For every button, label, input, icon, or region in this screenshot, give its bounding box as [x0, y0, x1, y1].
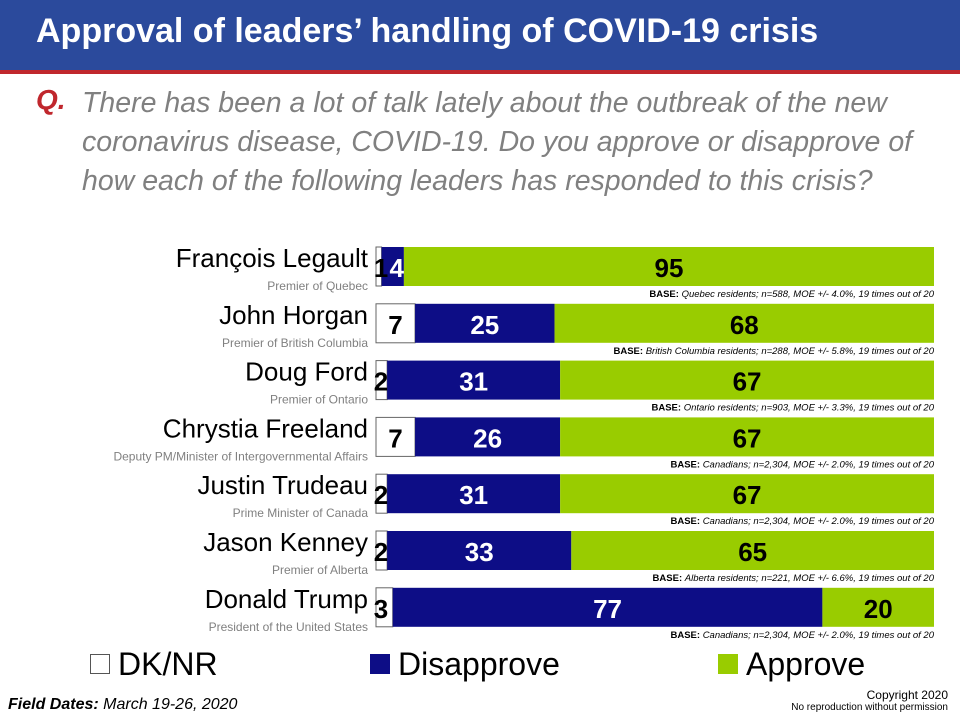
question-marker: Q.: [36, 84, 66, 115]
label-dk: 2: [374, 480, 388, 510]
base-note: BASE: Alberta residents; n=221, MOE +/- …: [653, 573, 935, 584]
field-dates-label: Field Dates:: [8, 696, 99, 713]
field-dates: Field Dates: March 19-26, 2020: [8, 696, 237, 714]
field-dates-value: March 19-26, 2020: [103, 696, 238, 713]
bar-dk: [375, 416, 416, 457]
leader-role: Premier of Alberta: [272, 563, 368, 577]
label-disapprove: 33: [465, 537, 494, 567]
bar-disapprove: [381, 247, 404, 286]
label-dk: 3: [374, 594, 388, 624]
label-disapprove: 77: [593, 594, 622, 624]
bar-approve: [571, 531, 934, 570]
label-approve: 95: [654, 253, 683, 283]
base-note: BASE: Ontario residents; n=903, MOE +/- …: [651, 403, 934, 414]
base-note: BASE: Canadians; n=2,304, MOE +/- 2.0%, …: [670, 459, 934, 470]
copyright-text: Copyright 2020: [866, 688, 948, 702]
page-title: Approval of leaders’ handling of COVID-1…: [36, 12, 819, 50]
label-approve: 65: [738, 537, 767, 567]
label-disapprove: 31: [459, 480, 488, 510]
bar-approve: [560, 474, 934, 514]
bar-dk: [375, 303, 416, 344]
leader-role: Deputy PM/Minister of Intergovernmental …: [113, 449, 368, 463]
label-dk: 7: [388, 423, 402, 453]
bar-approve: [560, 417, 934, 457]
copyright-block: Copyright 2020 No reproduction without p…: [791, 688, 948, 713]
bar-disapprove: [415, 417, 561, 457]
bar-disapprove: [387, 360, 561, 400]
question-text: There has been a lot of talk lately abou…: [82, 87, 913, 197]
leader-name: John Horgan: [219, 300, 368, 330]
label-disapprove: 4: [390, 253, 405, 283]
legend-item-dk: DK/NR: [90, 644, 218, 684]
title-banner: Approval of leaders’ handling of COVID-1…: [0, 0, 960, 74]
label-approve: 20: [864, 594, 893, 624]
leader-name: François Legault: [176, 243, 369, 273]
legend-item-approve: Approve: [718, 644, 865, 684]
label-disapprove: 25: [470, 310, 499, 340]
leader-name: Chrystia Freeland: [163, 413, 368, 443]
bar-disapprove: [387, 531, 572, 570]
label-approve: 67: [733, 480, 762, 510]
label-approve: 67: [733, 423, 762, 453]
legend-label-approve: Approve: [746, 645, 866, 682]
bar-approve: [403, 247, 934, 286]
legend-label-dk: DK/NR: [118, 645, 218, 682]
legend-swatch-approve: [718, 654, 738, 674]
bar-approve: [560, 360, 934, 400]
bar-disapprove: [415, 303, 555, 343]
label-dk: 7: [388, 310, 402, 340]
label-approve: 68: [730, 310, 759, 340]
bar-approve: [822, 587, 934, 627]
label-dk: 2: [374, 367, 388, 397]
leader-role: Premier of Ontario: [270, 393, 368, 407]
bar-disapprove: [387, 474, 561, 514]
legend-swatch-disapprove: [370, 654, 390, 674]
leader-name: Justin Trudeau: [197, 470, 368, 500]
legend-swatch-dk: [90, 654, 110, 674]
label-approve: 67: [733, 367, 762, 397]
leader-role: Premier of British Columbia: [222, 336, 368, 350]
bar-disapprove: [392, 587, 823, 627]
base-note: BASE: Canadians; n=2,304, MOE +/- 2.0%, …: [670, 630, 934, 641]
leader-name: Donald Trump: [205, 584, 368, 614]
label-dk: 1: [374, 253, 388, 283]
reproduction-notice: No reproduction without permission: [791, 702, 948, 713]
label-disapprove: 31: [459, 367, 488, 397]
base-note: BASE: Quebec residents; n=588, MOE +/- 4…: [649, 289, 934, 300]
bar-approve: [554, 303, 934, 343]
leader-name: Doug Ford: [245, 357, 368, 387]
leader-role: Prime Minister of Canada: [233, 506, 369, 520]
label-disapprove: 26: [473, 423, 502, 453]
leader-role: Premier of Quebec: [267, 279, 368, 293]
legend-label-disapprove: Disapprove: [398, 645, 560, 682]
label-dk: 2: [374, 537, 388, 567]
legend-item-disapprove: Disapprove: [370, 644, 560, 684]
base-note: BASE: Canadians; n=2,304, MOE +/- 2.0%, …: [670, 516, 934, 527]
base-note: BASE: British Columbia residents; n=288,…: [613, 346, 934, 357]
leader-name: Jason Kenney: [203, 527, 368, 557]
leader-role: President of the United States: [209, 620, 368, 634]
